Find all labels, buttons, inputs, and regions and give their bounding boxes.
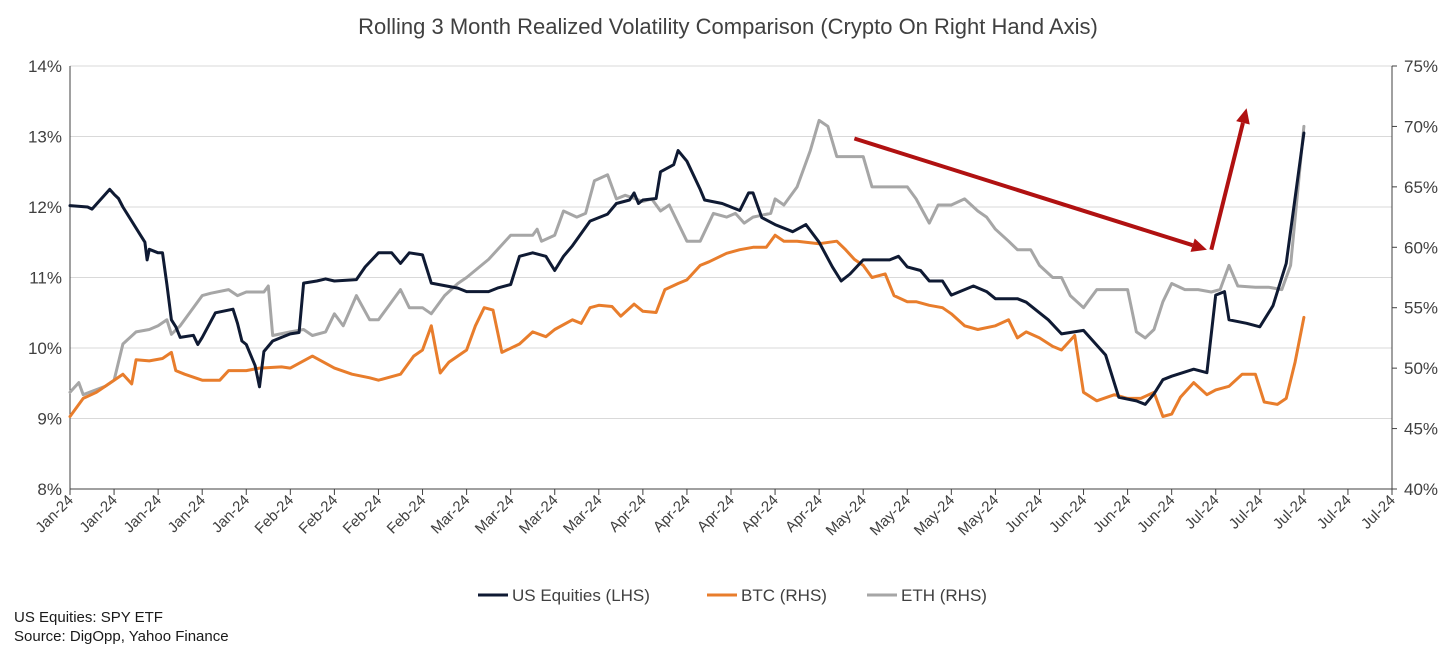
x-tick-label: Jun-24 — [1046, 492, 1090, 536]
right-tick-label: 65% — [1404, 178, 1438, 197]
x-tick-label: Feb-24 — [340, 492, 386, 538]
x-tick-label: Feb-24 — [296, 492, 342, 538]
series-line-btc-rhs — [68, 233, 1306, 418]
right-axis-ticks: 40% 45% 50% 55% 60% 65% 70% 75% — [1392, 57, 1438, 499]
right-tick-label: 60% — [1404, 238, 1438, 257]
left-tick-label: 10% — [28, 339, 62, 358]
x-tick-label: Jun-24 — [1002, 492, 1046, 536]
x-tick-label: Jun-24 — [1134, 492, 1178, 536]
x-tick-label: Apr-24 — [694, 492, 738, 536]
left-tick-label: 14% — [28, 57, 62, 76]
right-tick-label: 70% — [1404, 117, 1438, 136]
left-tick-label: 8% — [37, 480, 62, 499]
right-tick-label: 45% — [1404, 420, 1438, 439]
annotation-arrow-shaft — [853, 136, 1194, 248]
footnote-source: Source: DigOpp, Yahoo Finance — [14, 628, 229, 645]
x-tick-label: Jul-24 — [1314, 492, 1355, 533]
x-tick-label: May-24 — [911, 492, 958, 539]
x-tick-label: May-24 — [867, 492, 914, 539]
legend: US Equities (LHS) BTC (RHS) ETH (RHS) — [478, 586, 987, 605]
x-tick-label: Jul-24 — [1182, 492, 1223, 533]
x-tick-label: May-24 — [955, 492, 1002, 539]
series-lines — [68, 118, 1306, 418]
x-tick-label: Jul-24 — [1358, 492, 1399, 533]
series-line-us-equities-lhs — [68, 131, 1306, 406]
x-tick-label: Mar-24 — [472, 492, 518, 538]
series-line-eth-rhs — [68, 118, 1306, 397]
left-tick-label: 13% — [28, 128, 62, 147]
legend-label: BTC (RHS) — [741, 586, 827, 605]
right-tick-label: 55% — [1404, 299, 1438, 318]
x-tick-label: Jul-24 — [1270, 492, 1311, 533]
annotation-arrow-head — [1236, 108, 1250, 125]
x-tick-label: Mar-24 — [516, 492, 562, 538]
footnote-spy: US Equities: SPY ETF — [14, 609, 163, 626]
left-tick-label: 12% — [28, 198, 62, 217]
annotation-arrows — [853, 108, 1250, 252]
x-tick-label: Jan-24 — [165, 492, 209, 536]
x-tick-label: Apr-24 — [650, 492, 694, 536]
x-tick-label: Apr-24 — [606, 492, 650, 536]
gridlines — [70, 65, 1392, 490]
right-tick-label: 50% — [1404, 359, 1438, 378]
left-tick-label: 9% — [37, 410, 62, 429]
left-axis-ticks: 8% 9% 10% 11% 12% 13% 14% — [28, 57, 62, 499]
x-axis-ticks: Jan-24 Jan-24 Jan-24 Jan-24 Jan-24Feb-24Feb-… — [32, 489, 1399, 539]
annotation-arrow-head — [1190, 238, 1207, 252]
x-tick-label: Jan-24 — [76, 492, 120, 536]
right-tick-label: 40% — [1404, 480, 1438, 499]
annotation-arrow-shaft — [1209, 122, 1245, 251]
x-tick-label: Jun-24 — [1090, 492, 1134, 536]
legend-label: US Equities (LHS) — [512, 586, 650, 605]
x-tick-label: Mar-24 — [560, 492, 606, 538]
x-tick-label: Feb-24 — [384, 492, 430, 538]
x-tick-label: Jul-24 — [1226, 492, 1267, 533]
x-tick-label: Jan-24 — [209, 492, 253, 536]
x-tick-label: Jan-24 — [121, 492, 165, 536]
chart-title: Rolling 3 Month Realized Volatility Comp… — [358, 14, 1098, 39]
x-tick-label: Apr-24 — [782, 492, 826, 536]
right-tick-label: 75% — [1404, 57, 1438, 76]
x-tick-label: Apr-24 — [738, 492, 782, 536]
x-tick-label: Mar-24 — [428, 492, 474, 538]
x-tick-label: May-24 — [823, 492, 870, 539]
left-tick-label: 11% — [29, 269, 62, 288]
legend-label: ETH (RHS) — [901, 586, 987, 605]
x-tick-label: Feb-24 — [252, 492, 298, 538]
